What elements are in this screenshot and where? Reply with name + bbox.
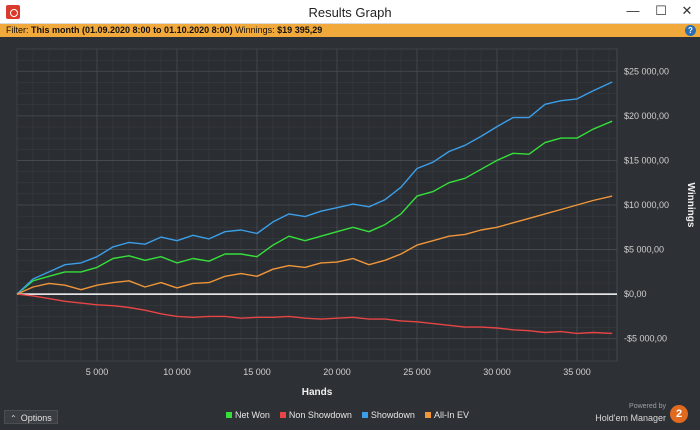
x-tick-label: 25 000 — [403, 367, 431, 377]
x-tick-label: 35 000 — [563, 367, 591, 377]
x-tick-label: 20 000 — [323, 367, 351, 377]
legend-swatch — [279, 412, 286, 418]
y-axis-title: Winnings — [685, 183, 696, 228]
legend-label: Showdown — [370, 410, 415, 420]
x-tick-label: 10 000 — [163, 367, 191, 377]
legend-label: Net Won — [235, 410, 270, 420]
options-label: Options — [20, 413, 52, 423]
brand-logo-icon: 2 — [670, 405, 688, 423]
x-tick-label: 30 000 — [483, 367, 511, 377]
title-bar: Results Graph — ☐ ✕ — [0, 0, 700, 24]
filter-label: Filter: — [6, 25, 29, 35]
winnings-value: $19 395,29 — [277, 25, 323, 35]
y-tick-label: $5 000,00 — [624, 245, 664, 255]
y-tick-label: $25 000,00 — [624, 66, 669, 76]
y-tick-label: $15 000,00 — [624, 155, 669, 165]
legend-item[interactable]: All-In EV — [424, 410, 469, 420]
filter-bar: Filter: This month (01.09.2020 8:00 to 0… — [0, 24, 700, 37]
legend-label: All-In EV — [433, 410, 469, 420]
brand-name: Hold'em Manager — [595, 413, 666, 423]
y-tick-label: $20 000,00 — [624, 111, 669, 121]
series-line-net-won — [16, 120, 613, 295]
maximize-button[interactable]: ☐ — [655, 3, 667, 18]
legend-swatch — [361, 412, 368, 418]
branding: Powered by Hold'em Manager 2 — [595, 402, 690, 426]
holdem-manager-icon — [6, 5, 20, 19]
legend-item[interactable]: Showdown — [361, 410, 415, 420]
x-tick-label: 15 000 — [243, 367, 271, 377]
graph-area: 5 000 10 000 15 000 20 000 25 000 30 000 35 00… — [0, 37, 700, 430]
y-tick-label: -$5 000,00 — [624, 334, 667, 344]
chart-legend: Net Won Non Showdown Showdown All-In EV — [226, 410, 469, 420]
winnings-label: Winnings: — [235, 25, 275, 35]
y-tick-label: $10 000,00 — [624, 200, 669, 210]
x-tick-label: 5 000 — [86, 367, 109, 377]
window-title: Results Graph — [308, 5, 392, 20]
help-icon[interactable]: ? — [685, 25, 696, 36]
options-button[interactable]: ⌃ Options — [4, 410, 58, 424]
minimize-button[interactable]: — — [626, 3, 640, 18]
close-button[interactable]: ✕ — [681, 3, 693, 18]
series-line-showdown — [16, 81, 613, 295]
results-chart: 5 000 10 000 15 000 20 000 25 000 30 000 35 00… — [16, 48, 696, 398]
series-line-all-in-ev — [16, 195, 613, 295]
legend-swatch — [424, 412, 431, 418]
legend-item[interactable]: Net Won — [226, 410, 270, 420]
series-line-non-showdown — [16, 293, 613, 335]
legend-label: Non Showdown — [288, 410, 352, 420]
legend-item[interactable]: Non Showdown — [279, 410, 352, 420]
legend-swatch — [226, 412, 232, 418]
x-axis-title: Hands — [302, 387, 333, 398]
chevron-up-icon: ⌃ — [10, 414, 17, 423]
filter-value: This month (01.09.2020 8:00 to 01.10.202… — [31, 25, 233, 35]
powered-by-label: Powered by — [629, 403, 666, 410]
y-tick-label: $0,00 — [624, 289, 647, 299]
